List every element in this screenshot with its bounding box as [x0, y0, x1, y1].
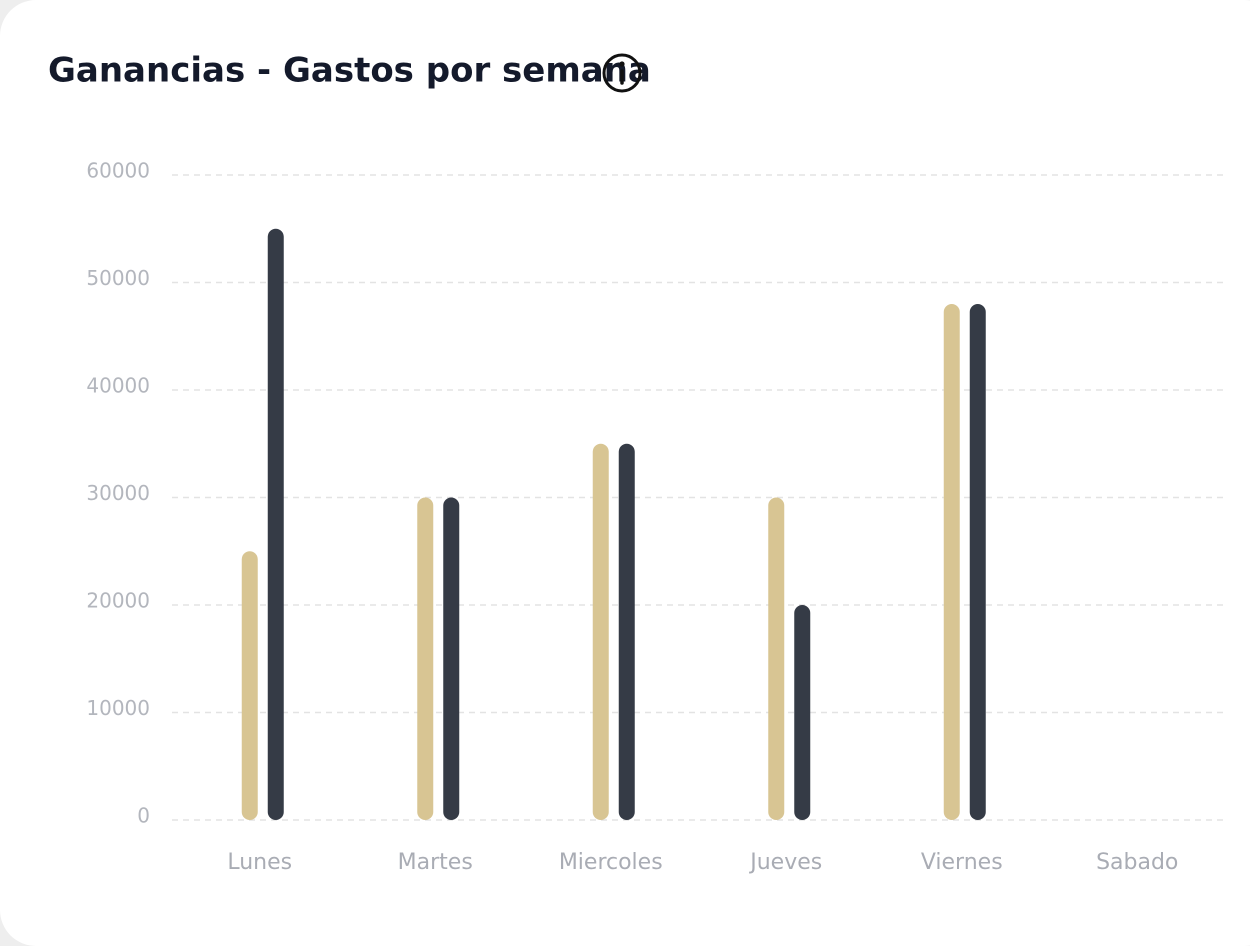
- y-tick-label: 30000: [86, 481, 150, 505]
- bar: [794, 605, 811, 820]
- bar: [267, 228, 284, 820]
- x-tick-label: Miercoles: [559, 850, 663, 875]
- chart-title: Ganancias - Gastos por semana: [48, 51, 651, 91]
- x-tick-label: Sabado: [1096, 850, 1178, 875]
- bar: [443, 497, 460, 820]
- bar: [592, 443, 609, 820]
- info-icon[interactable]: [602, 53, 642, 93]
- y-tick-label: 20000: [86, 589, 150, 613]
- x-tick-label: Viernes: [921, 850, 1003, 875]
- x-tick-label: Lunes: [227, 850, 292, 875]
- y-tick-label: 0: [137, 804, 150, 828]
- y-tick-label: 50000: [86, 266, 150, 290]
- bar: [969, 304, 986, 820]
- bar: [417, 497, 434, 820]
- y-tick-label: 40000: [86, 374, 150, 398]
- y-tick-label: 10000: [86, 696, 150, 720]
- x-tick-label: Martes: [398, 850, 473, 875]
- x-tick-label: Jueves: [748, 850, 822, 875]
- bar: [943, 304, 960, 820]
- bar: [241, 551, 258, 820]
- bar: [618, 443, 635, 820]
- bar: [768, 497, 785, 820]
- y-tick-label: 60000: [86, 159, 150, 183]
